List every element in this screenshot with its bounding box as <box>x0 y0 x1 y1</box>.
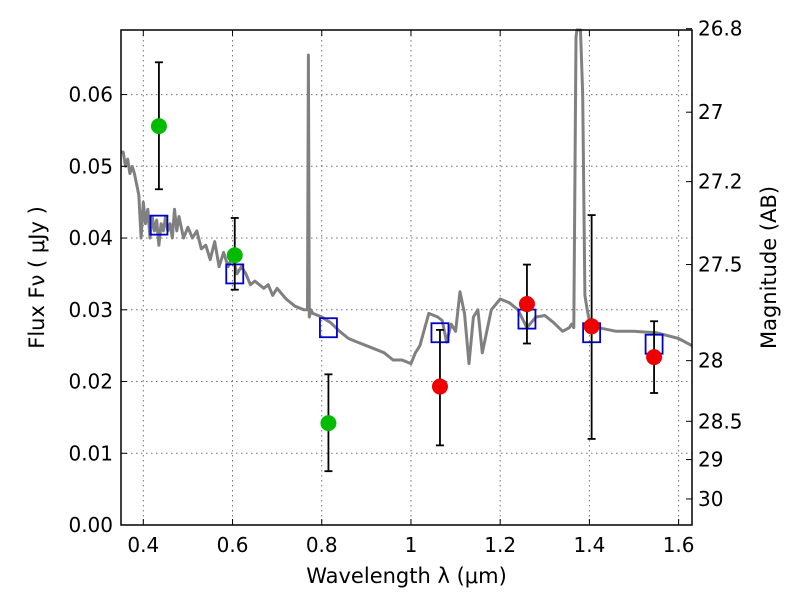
nir-point <box>583 318 600 335</box>
y-tick-label: 0.03 <box>68 298 113 322</box>
nir-point <box>518 296 535 313</box>
x-tick-label: 1.6 <box>663 533 695 557</box>
nir-point <box>431 378 448 395</box>
y2-tick-label: 28.5 <box>698 409 743 433</box>
template-line <box>121 28 693 366</box>
y-axis-label: Flux Fν ( μJy ) <box>25 206 49 349</box>
y-tick-label: 0.00 <box>68 513 113 537</box>
model-point <box>319 317 338 339</box>
y-tick-label: 0.02 <box>68 370 113 394</box>
plot-frame <box>120 29 693 526</box>
y2-tick-label: 30 <box>698 487 723 511</box>
template-spectrum <box>121 28 693 366</box>
x-tick-label: 0.6 <box>217 533 249 557</box>
x-tick-label: 1 <box>405 533 418 557</box>
nir-point <box>646 349 663 366</box>
tick-labels: 0.4 0.6 0.8 1 1.2 1.4 1.6 0.00 0.01 0.02 0.03 0.04 0… <box>68 17 742 557</box>
x-tick-label: 1.4 <box>573 533 605 557</box>
y-tick-label: 0.06 <box>68 83 113 107</box>
optical-point <box>226 247 243 264</box>
y2-axis-label: Magnitude (AB) <box>757 186 781 349</box>
model-point <box>149 214 169 236</box>
y2-tick-label: 27.2 <box>698 170 743 194</box>
y2-tick-label: 29 <box>698 448 723 472</box>
y2-tick-label: 27 <box>698 100 723 124</box>
axis-ticks <box>121 28 692 526</box>
optical-point <box>150 118 167 135</box>
y2-tick-label: 28 <box>698 349 723 373</box>
x-tick-label: 0.4 <box>127 533 159 557</box>
x-tick-label: 1.2 <box>484 533 516 557</box>
y2-tick-label: 27.5 <box>698 253 743 277</box>
y2-tick-label: 26.8 <box>698 17 743 41</box>
x-axis-label: Wavelength λ (μm) <box>306 564 507 588</box>
optical-point <box>320 415 337 432</box>
y-tick-label: 0.04 <box>68 226 113 250</box>
x-tick-label: 0.8 <box>306 533 338 557</box>
grid-lines <box>121 30 692 526</box>
y-tick-label: 0.01 <box>68 441 113 465</box>
y-tick-label: 0.05 <box>68 154 113 178</box>
observed-points <box>150 118 663 432</box>
